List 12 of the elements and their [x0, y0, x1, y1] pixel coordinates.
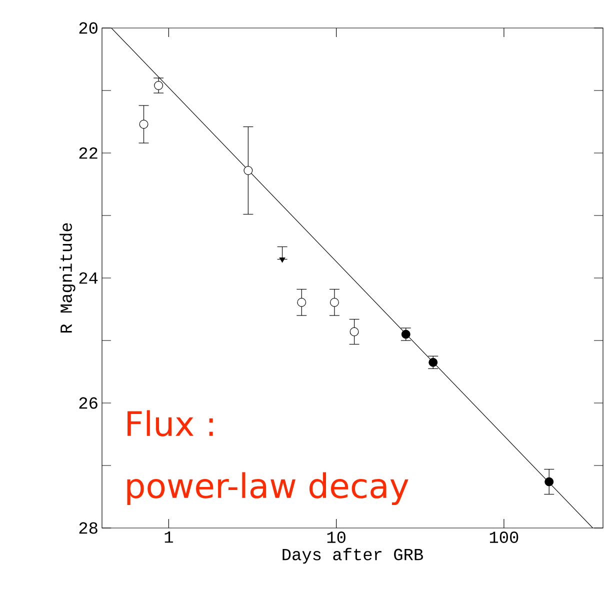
x-tick-label: 1: [164, 532, 173, 543]
x-tick-label: 10: [327, 532, 346, 544]
x-tick-label: 100: [490, 532, 518, 544]
y-tick-label: 28: [79, 522, 98, 534]
y-tick-label: 26: [79, 397, 98, 409]
y-tick-label: 20: [79, 22, 98, 34]
annotation: Flux :: [128, 410, 213, 436]
x-axis-title: Days after GRB: [282, 548, 423, 564]
y-tick-label: 22: [79, 147, 98, 159]
annotation: power-law decay: [127, 472, 408, 505]
y-axis-title: R Magnitude: [60, 223, 76, 333]
y-tick-label: 24: [79, 272, 98, 284]
